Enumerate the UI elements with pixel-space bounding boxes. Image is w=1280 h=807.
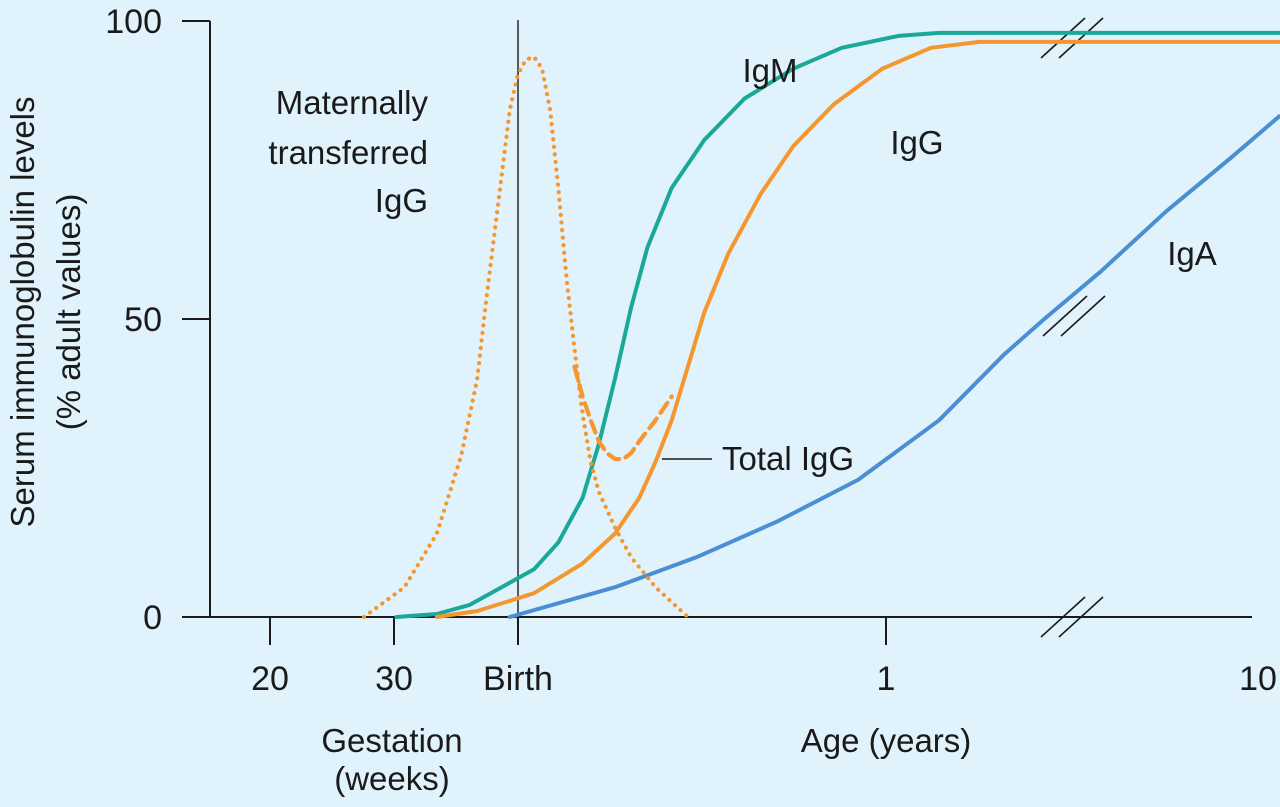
series-line-igg [434,39,1280,619]
series-label-total-igg: Total IgG [722,440,854,477]
x-tick-label: Birth [483,660,553,698]
ticks: 0 50 100 20 30 Birth 1 10 [105,3,1277,698]
x-axis-break-mark [1058,596,1104,638]
curves [361,30,1280,620]
series-label-maternally-transferred-igg: IgG [375,182,428,219]
series-label-igm: IgM [742,52,797,89]
y-tick-label: 0 [143,599,162,637]
series-line-iga [507,114,1280,619]
igm-axis-break-mark [1040,17,1086,59]
x-group-label: (weeks) [334,760,450,797]
series-label-maternally-transferred-igg: Maternally [276,84,429,121]
x-tick-label: 30 [375,660,413,698]
x-tick-label: 10 [1239,660,1277,698]
series-label-iga: IgA [1167,235,1217,272]
series-label-maternally-transferred-igg: transferred [268,134,428,171]
y-axis-title: Serum immunoglobulin levels [4,96,41,527]
y-tick-label: 50 [124,301,162,339]
series-line-maternally-transferred-igg [361,54,690,620]
x-group-label: Age (years) [801,722,972,759]
labels: Gestation(weeks) Age (years) Serum immunog… [4,52,1217,797]
series-line-total-igg [572,364,674,462]
series-line-igm [394,30,1280,619]
y-axis-subtitle: (% adult values) [50,194,87,431]
series-label-igg: IgG [890,124,943,161]
x-tick-label: 20 [251,660,289,698]
igm-axis-break-mark [1058,17,1104,59]
y-tick-label: 100 [105,3,162,41]
iga-axis-break-mark [1060,295,1106,337]
x-axis-break-mark [1040,596,1086,638]
x-tick-label: 1 [877,660,896,698]
x-group-label: Gestation [321,722,462,759]
iga-axis-break-mark [1042,295,1088,337]
